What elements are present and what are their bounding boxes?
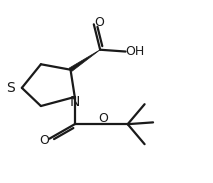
Text: OH: OH [125,45,144,58]
Text: O: O [39,134,49,147]
Text: O: O [94,16,104,29]
Text: S: S [6,81,15,95]
Polygon shape [69,50,100,71]
Text: O: O [98,112,108,125]
Text: N: N [70,95,80,109]
